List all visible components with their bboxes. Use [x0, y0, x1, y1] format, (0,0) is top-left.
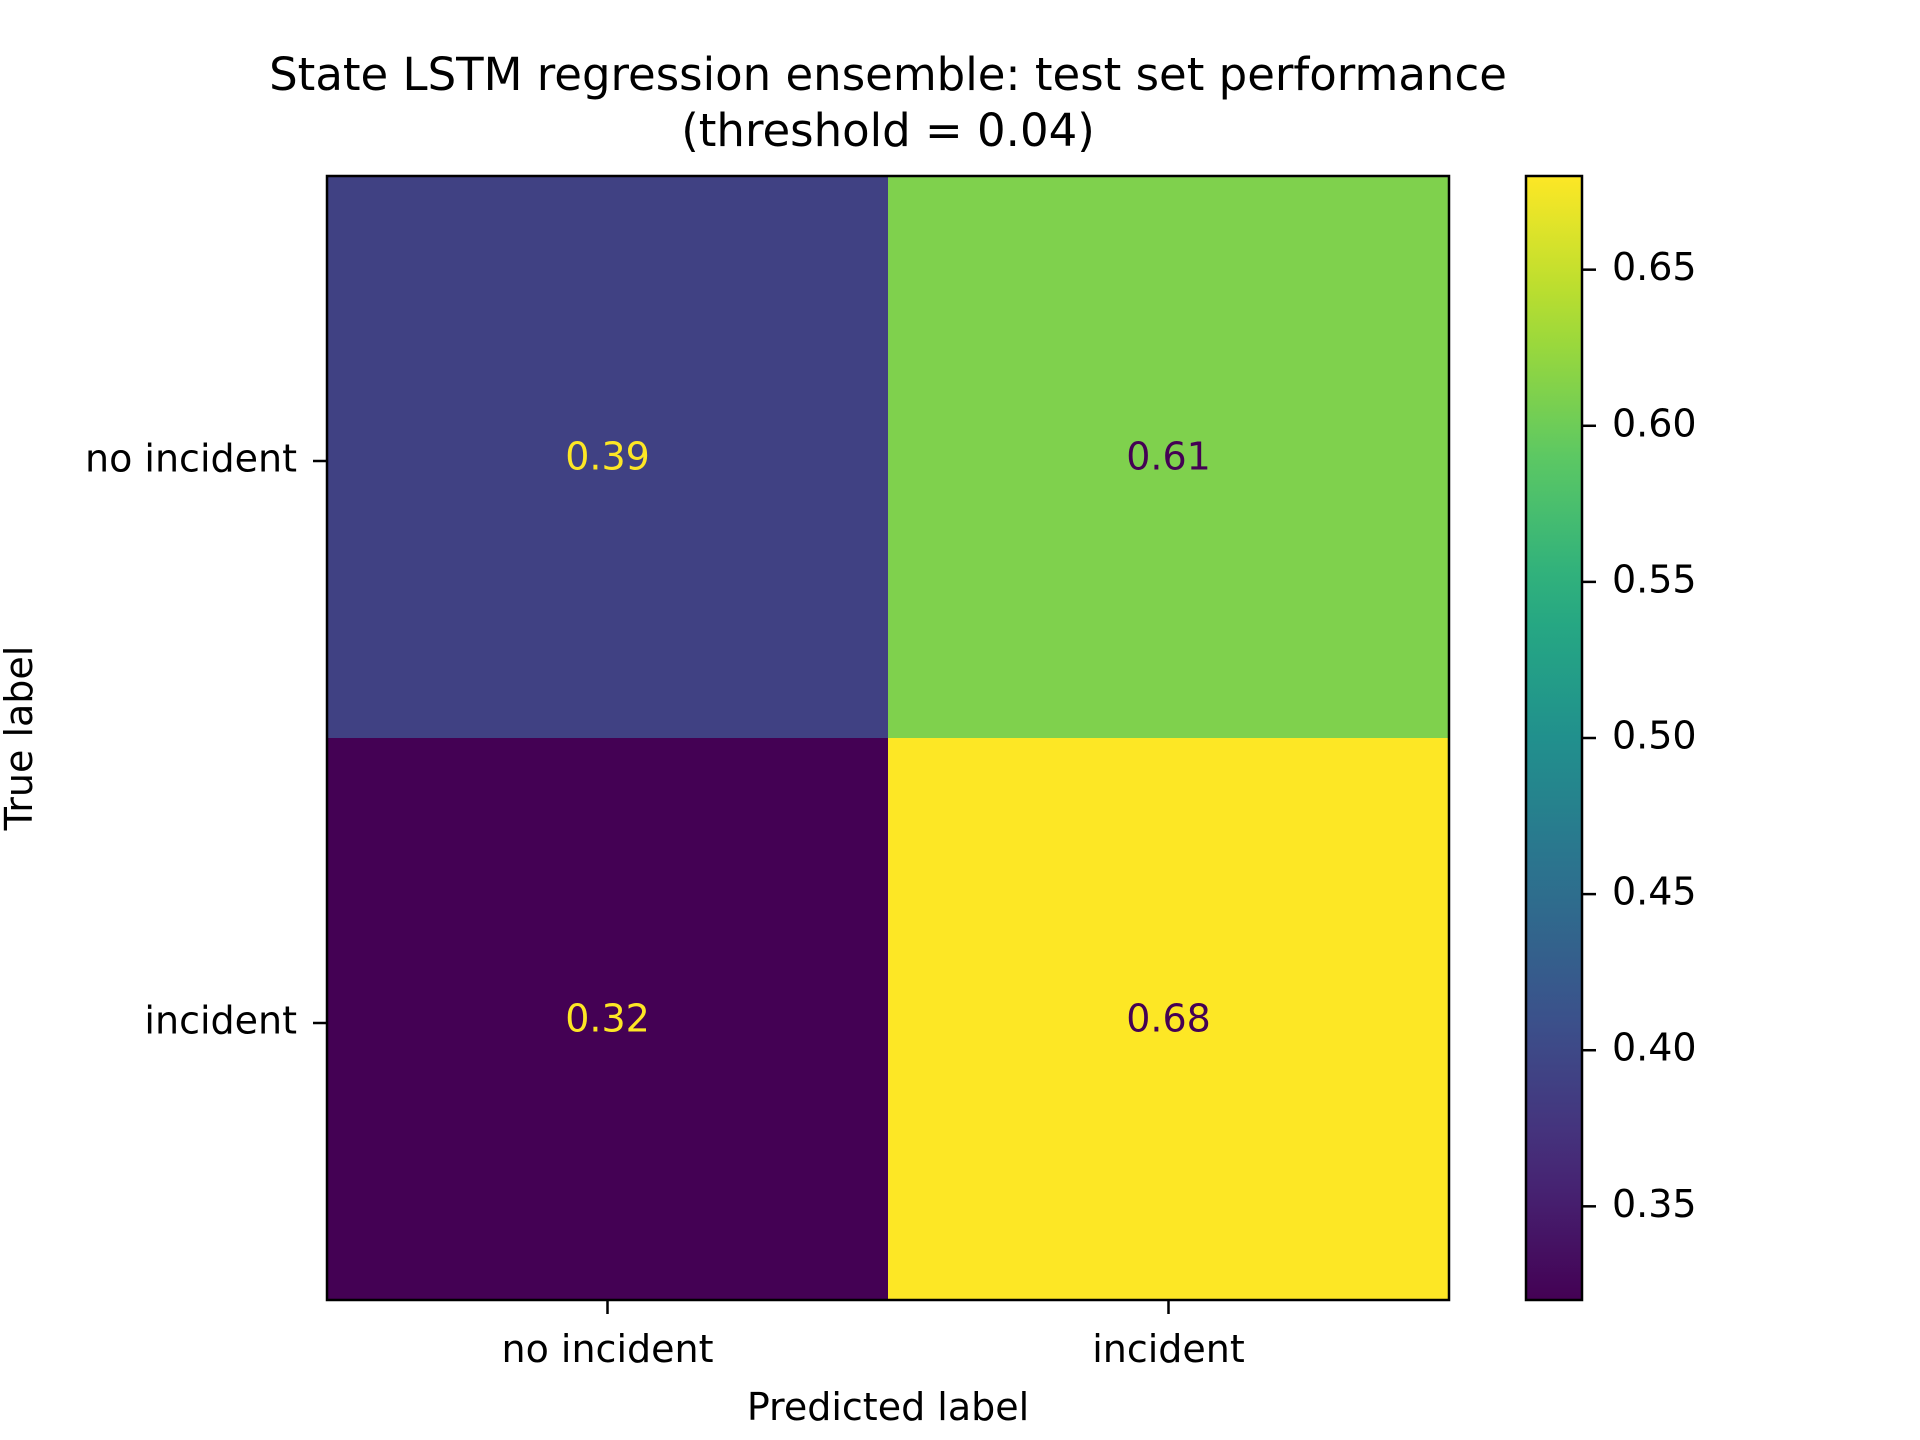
colorbar-tick-label: 0.40 — [1612, 1026, 1697, 1070]
heatmap-cell — [888, 176, 1450, 739]
cell-value-label: 0.61 — [1126, 435, 1211, 479]
y-axis-label: True label — [0, 646, 41, 832]
chart-subtitle: (threshold = 0.04) — [681, 104, 1095, 157]
y-tick-label: incident — [144, 999, 297, 1043]
axes-frame — [325, 174, 1451, 1302]
cell-value-label: 0.39 — [565, 435, 650, 479]
heatmap-cell — [888, 738, 1450, 1301]
colorbar-tick-label: 0.35 — [1612, 1182, 1697, 1226]
colorbar-tick-label: 0.65 — [1612, 245, 1697, 289]
colorbar-tick-label: 0.60 — [1612, 401, 1697, 445]
colorbar-gradient — [1526, 176, 1582, 1300]
x-tick-label: no incident — [502, 1327, 714, 1371]
colorbar-tick-label: 0.50 — [1612, 714, 1697, 758]
colorbar-ticks: 0.35 0.40 0.45 0.50 0.55 0.60 0.65 — [1582, 245, 1697, 1226]
colorbar: 0.35 0.40 0.45 0.50 0.55 0.60 0.65 — [1524, 174, 1697, 1302]
chart-title: State LSTM regression ensemble: test set… — [269, 48, 1507, 101]
y-tick-label: no incident — [85, 437, 297, 481]
cell-value-label: 0.32 — [565, 997, 650, 1041]
x-axis-ticks: no incident incident — [502, 1300, 1245, 1371]
x-tick-label: incident — [1092, 1327, 1245, 1371]
colorbar-tick-label: 0.45 — [1612, 870, 1697, 914]
x-axis-label: Predicted label — [747, 1385, 1029, 1429]
heatmap-cell — [327, 738, 889, 1301]
colorbar-tick-label: 0.55 — [1612, 557, 1697, 601]
y-axis-ticks: no incident incident — [85, 437, 327, 1043]
cell-value-label: 0.68 — [1126, 997, 1211, 1041]
heatmap-cell — [327, 176, 889, 739]
heatmap-cells: 0.39 0.61 0.32 0.68 — [327, 176, 1450, 1301]
